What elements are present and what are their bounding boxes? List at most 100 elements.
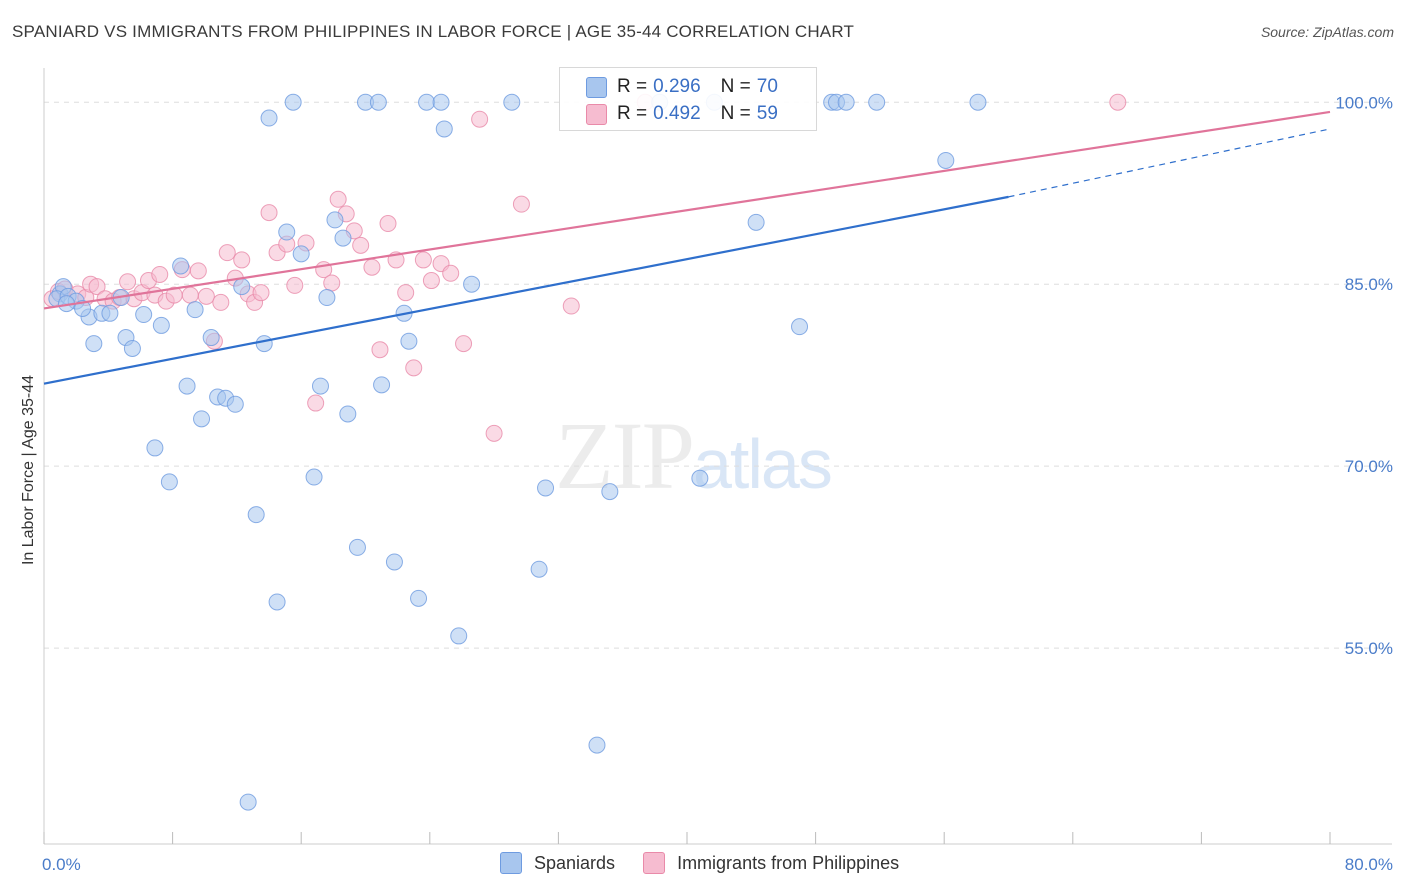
spaniards-point [172,257,190,275]
spaniards-point [247,506,265,524]
spaniards-point [537,479,555,497]
spaniards-point [432,93,450,111]
spaniards-point [463,275,481,293]
spaniards-point [503,93,521,111]
y-tick-label: 70.0% [1345,457,1393,476]
legend-r-label: R = [617,76,648,97]
philippines-point [252,284,270,302]
spaniards-point [135,306,153,324]
spaniards-point [691,469,709,487]
philippines-point [260,204,278,222]
philippines-point [512,195,530,213]
spaniards-point [85,335,103,353]
spaniards-point [239,793,257,811]
legend-swatch-pink [586,103,607,125]
spaniards-point [284,93,302,111]
philippines-point [414,251,432,269]
legend-label-spaniards: Spaniards [534,852,616,873]
x-tick-label: 80.0% [1345,855,1393,874]
philippines-point [151,265,169,283]
y-tick-label: 85.0% [1345,275,1393,294]
spaniards-trendline [43,195,1009,385]
philippines-point [471,110,489,128]
source-label: Source: ZipAtlas.com [1260,24,1394,40]
spaniards-point [969,93,987,111]
spaniards-point [339,405,357,423]
series-legend: Spaniards Immigrants from Philippines [500,852,927,874]
spaniards-point [311,377,329,395]
legend-row-philippines: R = 0.492 N = 59 [586,101,778,127]
spaniards-point [400,332,418,350]
spaniards-point [837,93,855,111]
philippines-point [562,297,580,315]
legend-n-value: 59 [756,103,778,124]
spaniards-point [369,93,387,111]
philippines-point [405,359,423,377]
spaniards-point [385,553,403,571]
legend-row-spaniards: R = 0.296 N = 70 [586,74,778,100]
legend-swatch-blue [500,852,522,874]
philippines-point [397,284,415,302]
spaniards-point [146,439,164,457]
philippines-point [181,286,199,304]
spaniards-point [348,538,366,556]
spaniards-point [233,278,251,296]
philippines-point [485,424,503,442]
philippines-point [88,278,106,296]
x-tick-label: 0.0% [42,855,81,874]
spaniards-point [868,93,886,111]
legend-item-spaniards: Spaniards [500,852,615,874]
spaniards-trendline-extension [1008,128,1331,198]
philippines-trendline [43,110,1331,310]
spaniards-point [450,627,468,645]
legend-swatch-pink [643,852,666,874]
philippines-point [286,276,304,294]
spaniards-point [373,376,391,394]
spaniards-point [530,560,548,578]
spaniards-point [260,109,278,127]
philippines-point [422,272,440,290]
philippines-point [233,251,251,269]
philippines-point [363,258,381,276]
watermark: ZIPatlas [555,400,833,511]
legend-item-philippines: Immigrants from Philippines [643,852,899,874]
legend-label-philippines: Immigrants from Philippines [677,852,900,873]
legend-n-value: 70 [756,76,778,97]
spaniards-point [160,473,178,491]
philippines-point [189,262,207,280]
watermark-sub: atlas [693,425,833,503]
spaniards-point [937,151,955,169]
chart-title: SPANIARD VS IMMIGRANTS FROM PHILIPPINES … [12,22,855,41]
philippines-point [442,264,460,282]
spaniards-point [747,213,765,231]
philippines-point [379,215,397,233]
spaniards-point [334,229,352,247]
spaniards-point [418,93,436,111]
spaniards-point [255,335,273,353]
spaniards-point [791,318,809,336]
legend-n-label: N = [720,103,751,124]
spaniards-point [226,395,244,413]
philippines-point [197,287,215,305]
philippines-point [323,274,341,292]
spaniards-point [186,301,204,319]
philippines-point [212,293,230,311]
philippines-point [307,394,325,412]
spaniards-point [326,211,344,229]
spaniards-point [588,736,606,754]
watermark-main: ZIP [555,402,695,509]
legend-swatch-blue [586,76,607,98]
philippines-point [1109,93,1127,111]
spaniards-point [193,410,211,428]
spaniards-point [101,304,119,322]
y-tick-label: 55.0% [1345,639,1393,658]
legend-r-label: R = [617,103,648,124]
philippines-point [455,335,473,353]
spaniards-point [305,468,323,486]
stats-legend: R = 0.296 N = 70 R = 0.492 N = 59 [559,67,817,131]
spaniards-point [178,377,196,395]
legend-r-value: 0.296 [653,76,701,97]
spaniards-point [74,299,92,317]
philippines-point [371,341,389,359]
